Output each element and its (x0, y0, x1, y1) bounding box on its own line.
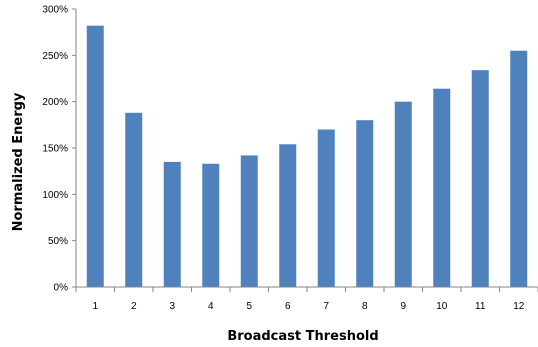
x-tick-label: 1 (92, 301, 98, 312)
bar-5 (240, 155, 258, 287)
x-tick-label: 3 (169, 301, 175, 312)
bar-8 (356, 120, 374, 287)
x-tick-label: 2 (131, 301, 137, 312)
bar-7 (317, 129, 335, 287)
y-tick-label: 0% (54, 283, 69, 294)
bar-3 (163, 161, 181, 287)
y-tick-label: 150% (42, 144, 68, 155)
bar-6 (279, 144, 297, 287)
x-axis-title: Broadcast Threshold (227, 329, 378, 344)
x-tick-label: 7 (323, 301, 329, 312)
x-tick-label: 9 (400, 301, 406, 312)
x-tick-label: 4 (208, 301, 214, 312)
y-tick-label: 100% (42, 190, 68, 201)
x-tick-label: 5 (246, 301, 252, 312)
bar-9 (394, 101, 412, 288)
bar-2 (125, 112, 143, 287)
x-tick-label: 11 (475, 301, 486, 312)
y-axis-title: Normalized Energy (11, 92, 26, 231)
y-tick-label: 200% (42, 97, 68, 108)
x-axis: 1 2 3 4 5 6 7 8 9 10 11 12 (75, 287, 538, 312)
x-tick-label: 6 (285, 301, 291, 312)
bar-4 (202, 163, 220, 287)
y-axis: 0% 50% 100% 150% 200% 250% 300% (42, 5, 76, 294)
bar-12 (510, 50, 528, 288)
x-tick-label: 8 (362, 301, 368, 312)
y-tick-label: 300% (42, 5, 68, 16)
bar-10 (433, 88, 451, 288)
y-tick-label: 250% (42, 51, 68, 62)
x-tick-label: 12 (513, 301, 525, 312)
bar-series (86, 25, 528, 288)
y-tick-label: 50% (48, 236, 68, 247)
x-tick-label: 10 (436, 301, 448, 312)
bar-1 (86, 25, 104, 288)
bar-11 (471, 70, 489, 287)
